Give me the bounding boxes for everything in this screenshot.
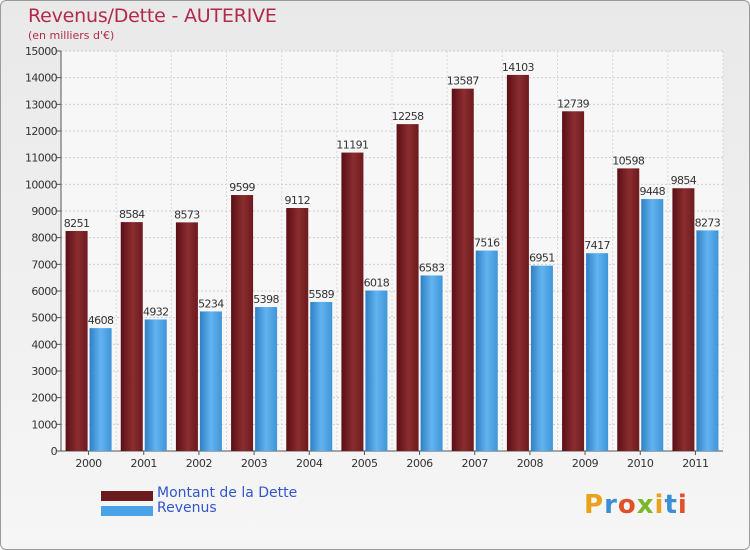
y-tick-label: 6000 — [31, 285, 57, 298]
y-tick-label: 5000 — [31, 312, 57, 325]
y-tick-label: 15000 — [25, 45, 58, 58]
bar-dette-2004 — [286, 208, 309, 451]
data-label-dette-2011: 9854 — [671, 174, 697, 187]
y-tick-label: 13000 — [25, 98, 58, 111]
data-label-revenus-2010: 9448 — [639, 185, 665, 198]
x-tick-label: 2010 — [627, 457, 654, 470]
bar-dette-2007 — [451, 88, 474, 452]
grid-lines — [60, 50, 724, 452]
x-tick-label: 2008 — [517, 457, 544, 470]
data-label-dette-2007: 13587 — [447, 75, 480, 88]
bar-dette-2003 — [231, 195, 254, 451]
y-tick-label: 2000 — [31, 392, 57, 405]
data-label-revenus-2004: 5589 — [308, 288, 334, 301]
bars — [65, 74, 719, 452]
data-label-revenus-2011: 8273 — [695, 216, 721, 229]
bar-revenus-2000 — [89, 328, 112, 451]
x-tick-label: 2011 — [682, 457, 708, 470]
data-label-revenus-2002: 5234 — [198, 297, 224, 310]
bar-dette-2011 — [672, 188, 695, 451]
data-labels: 8251 4608 8584 4932 8573 5234 9599 5398 9112 5589… — [64, 61, 722, 327]
bar-revenus-2011 — [696, 230, 719, 451]
bar-revenus-2010 — [641, 199, 664, 451]
data-label-dette-2010: 10598 — [612, 154, 645, 167]
axes: 0 1000 2000 3000 4000 5000 6000 7000 8000 9000 100… — [25, 45, 723, 470]
bar-dette-2000 — [65, 230, 88, 451]
y-tick-label: 12000 — [25, 125, 58, 138]
data-label-revenus-2008: 6951 — [529, 252, 555, 265]
logo-letter: o — [617, 490, 637, 520]
data-label-revenus-2009: 7417 — [584, 239, 610, 252]
data-label-dette-2008: 14103 — [502, 61, 535, 74]
legend-swatch-dette — [101, 491, 153, 501]
x-tick-label: 2007 — [462, 457, 489, 470]
data-label-dette-2003: 9599 — [229, 181, 255, 194]
bar-dette-2002 — [175, 222, 198, 451]
data-label-revenus-2003: 5398 — [253, 293, 279, 306]
bar-revenus-2007 — [475, 250, 498, 451]
bar-revenus-2001 — [144, 319, 167, 451]
y-tick-label: 7000 — [31, 258, 57, 271]
data-label-revenus-2001: 4932 — [143, 305, 169, 318]
data-label-dette-2002: 8573 — [174, 208, 200, 221]
logo-letter: r — [604, 490, 618, 520]
y-tick-label: 4000 — [31, 338, 57, 351]
bar-dette-2008 — [506, 74, 529, 452]
data-label-revenus-2007: 7516 — [474, 237, 500, 250]
bar-dette-2009 — [562, 111, 585, 451]
x-tick-label: 2005 — [351, 457, 378, 470]
x-tick-label: 2000 — [75, 457, 102, 470]
bar-revenus-2004 — [310, 301, 333, 451]
data-label-dette-2001: 8584 — [119, 208, 145, 221]
bar-dette-2010 — [617, 168, 640, 452]
y-tick-label: 0 — [51, 445, 58, 458]
legend-label-dette: Montant de la Dette — [157, 485, 298, 501]
proxiti-logo: Proxiti — [584, 490, 688, 520]
x-tick-label: 2003 — [241, 457, 268, 470]
legend-swatch-revenus — [101, 506, 153, 516]
data-label-dette-2004: 9112 — [284, 194, 310, 207]
bar-revenus-2003 — [255, 307, 278, 451]
logo-letter: t — [664, 490, 678, 520]
legend-label-revenus: Revenus — [157, 500, 217, 516]
y-tick-label: 9000 — [31, 205, 57, 218]
x-tick-label: 2006 — [406, 457, 433, 470]
logo-letter: x — [636, 490, 655, 520]
bar-revenus-2005 — [365, 290, 388, 451]
y-tick-label: 14000 — [25, 72, 58, 85]
y-tick-label: 11000 — [25, 152, 58, 165]
x-tick-label: 2004 — [296, 457, 323, 470]
logo-letter: i — [654, 490, 665, 520]
bar-revenus-2009 — [586, 253, 609, 451]
data-label-revenus-2005: 6018 — [364, 277, 390, 290]
logo-letter: P — [584, 490, 605, 520]
data-label-revenus-2006: 6583 — [419, 261, 445, 274]
x-tick-label: 2009 — [572, 457, 599, 470]
chart-subtitle: (en milliers d'€) — [28, 29, 115, 42]
bar-dette-2005 — [341, 152, 364, 451]
y-tick-label: 3000 — [31, 365, 57, 378]
y-tick-label: 8000 — [31, 232, 57, 245]
data-label-dette-2005: 11191 — [336, 139, 368, 152]
bar-revenus-2008 — [530, 265, 553, 451]
bar-revenus-2002 — [199, 311, 222, 451]
data-label-revenus-2000: 4608 — [88, 314, 114, 327]
data-label-dette-2009: 12739 — [557, 97, 590, 110]
y-tick-label: 10000 — [25, 178, 58, 191]
chart-title: Revenus/Dette - AUTERIVE — [28, 5, 277, 27]
logo-letter: i — [677, 490, 688, 520]
data-label-dette-2006: 12258 — [392, 110, 425, 123]
data-label-dette-2000: 8251 — [64, 217, 90, 230]
x-tick-label: 2002 — [186, 457, 212, 470]
x-tick-label: 2001 — [131, 457, 157, 470]
bar-dette-2001 — [120, 222, 143, 451]
bar-revenus-2006 — [420, 275, 443, 451]
y-tick-label: 1000 — [31, 418, 57, 431]
bar-dette-2006 — [396, 124, 419, 452]
